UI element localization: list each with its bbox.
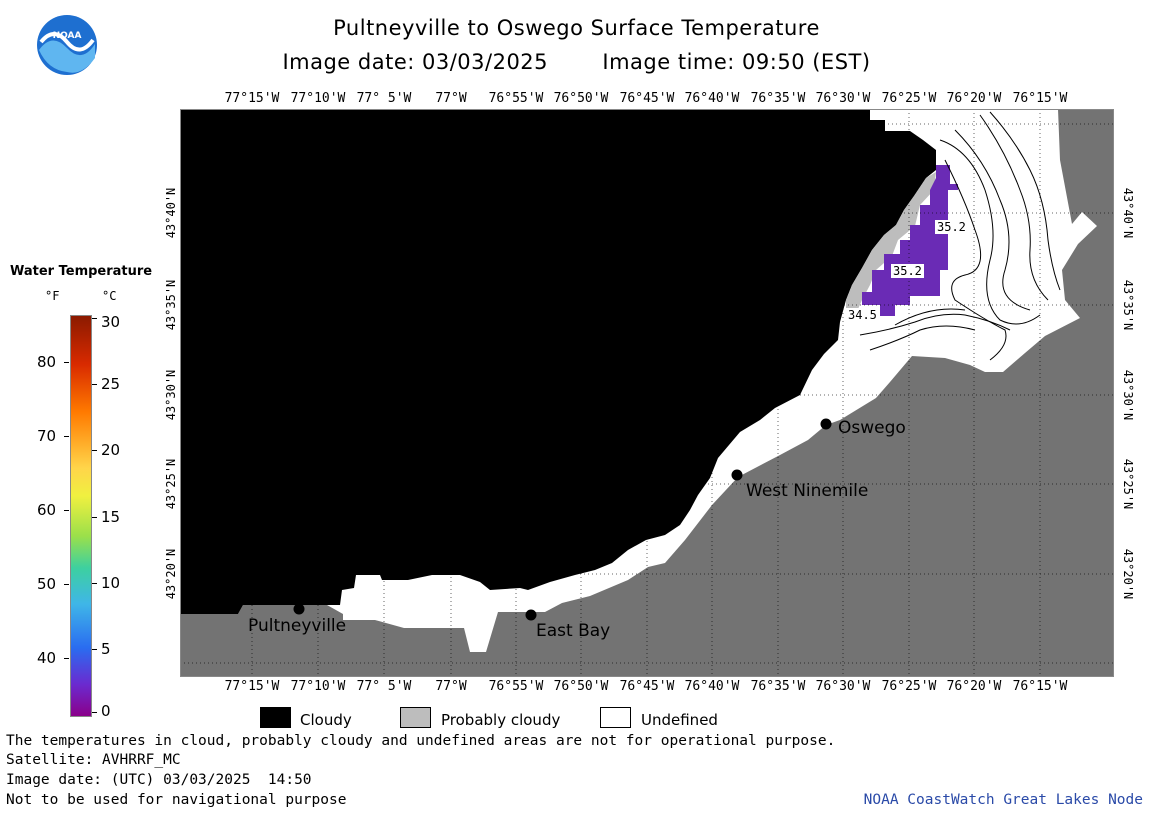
tick-mark — [64, 362, 69, 363]
credit-text: NOAA CoastWatch Great Lakes Node — [863, 792, 1143, 808]
lat-label-left: 43°35'N — [164, 279, 178, 331]
lon-label-top: 76°25'W — [881, 91, 937, 106]
place-label-east-bay: East Bay — [536, 621, 611, 641]
warm-water-area — [862, 165, 958, 316]
fahrenheit-tick: 70 — [37, 427, 57, 445]
lat-label-left: 43°20'N — [164, 548, 178, 600]
place-label-oswego: Oswego — [838, 418, 906, 438]
satellite-text: Satellite: AVHRRF_MC — [6, 752, 181, 768]
lon-label-bottom: 76°45'W — [619, 679, 675, 694]
place-marker-west-ninemile — [731, 469, 743, 481]
celsius-tick: 5 — [101, 640, 111, 658]
cloudy-swatch — [260, 707, 291, 728]
celsius-tick: 10 — [101, 574, 121, 592]
lat-label-right: 43°20'N — [1121, 548, 1135, 600]
cloud-area — [180, 109, 936, 614]
lon-label-bottom: 76°50'W — [553, 679, 609, 694]
celsius-tick: 15 — [101, 508, 121, 526]
fahrenheit-tick: 50 — [37, 575, 57, 593]
tick-mark — [64, 658, 69, 659]
tick-mark — [64, 510, 69, 511]
lon-label-bottom: 77°10'W — [290, 679, 346, 694]
graticule — [180, 109, 1114, 677]
lat-label-right: 43°25'N — [1121, 458, 1135, 510]
temperature-label: 35.2 — [935, 220, 968, 234]
lon-label-bottom: 77° 5'W — [356, 679, 412, 694]
place-marker-oswego — [820, 418, 832, 430]
unit-fahrenheit: °F — [45, 289, 60, 303]
place-marker-east-bay — [525, 609, 537, 621]
lon-label-top: 76°40'W — [684, 91, 740, 106]
temperature-label: 34.5 — [846, 308, 879, 322]
lon-label-top: 77° 5'W — [356, 91, 412, 106]
disclaimer-text: The temperatures in cloud, probably clou… — [6, 733, 836, 749]
temperature-map — [180, 109, 1114, 677]
lat-label-left: 43°40'N — [164, 187, 178, 239]
celsius-tick: 20 — [101, 441, 121, 459]
lon-label-top: 76°30'W — [815, 91, 871, 106]
depth-contours — [859, 111, 1061, 361]
tick-mark — [92, 450, 97, 451]
unit-celsius: °C — [102, 289, 117, 303]
lon-label-top: 76°20'W — [946, 91, 1002, 106]
tick-mark — [92, 318, 97, 319]
place-label-west-ninemile: West Ninemile — [746, 481, 869, 501]
lon-label-bottom: 76°25'W — [881, 679, 937, 694]
celsius-tick: 0 — [101, 702, 111, 720]
tick-mark — [64, 436, 69, 437]
map-title: Pultneyville to Oswego Surface Temperatu… — [333, 16, 820, 40]
tick-mark — [92, 583, 97, 584]
probably-cloudy-area — [846, 172, 936, 316]
image-date-time: Image date: 03/03/2025 Image time: 09:50… — [0, 50, 1153, 74]
lon-label-top: 77°15'W — [224, 91, 280, 106]
land-area — [180, 109, 1114, 677]
lon-label-bottom: 76°30'W — [815, 679, 871, 694]
image-time-label: Image time: 09:50 (EST) — [602, 50, 871, 74]
lon-label-bottom: 77°W — [435, 679, 467, 694]
lon-label-bottom: 77°15'W — [224, 679, 280, 694]
tick-mark — [64, 584, 69, 585]
lat-label-left: 43°25'N — [164, 458, 178, 510]
place-label-pultneyville: Pultneyville — [248, 616, 347, 636]
temperature-label: 35.2 — [891, 264, 924, 278]
celsius-tick: 30 — [101, 313, 121, 331]
logo-text: NOAA — [53, 31, 82, 41]
lon-label-top: 76°15'W — [1012, 91, 1068, 106]
noaa-logo-icon: NOAA — [37, 15, 97, 75]
fahrenheit-tick: 40 — [37, 649, 57, 667]
lon-label-bottom: 76°40'W — [684, 679, 740, 694]
tick-mark — [92, 649, 97, 650]
probably-cloudy-label: Probably cloudy — [441, 711, 561, 729]
lat-label-left: 43°30'N — [164, 369, 178, 421]
lon-label-top: 76°45'W — [619, 91, 675, 106]
temperature-colorbar — [70, 315, 92, 717]
cloudy-label: Cloudy — [300, 711, 352, 729]
lat-label-right: 43°30'N — [1121, 369, 1135, 421]
legend-title: Water Temperature — [10, 264, 153, 279]
lon-label-top: 76°35'W — [750, 91, 806, 106]
lon-label-top: 76°55'W — [488, 91, 544, 106]
undefined-swatch — [600, 707, 631, 728]
lon-label-top: 76°50'W — [553, 91, 609, 106]
lon-label-bottom: 76°15'W — [1012, 679, 1068, 694]
probably-cloudy-swatch — [400, 707, 431, 728]
tick-mark — [92, 384, 97, 385]
fahrenheit-tick: 60 — [37, 501, 57, 519]
image-date-label: Image date: 03/03/2025 — [282, 50, 549, 74]
lon-label-bottom: 76°35'W — [750, 679, 806, 694]
tick-mark — [92, 517, 97, 518]
tick-mark — [92, 712, 97, 713]
place-marker-pultneyville — [293, 603, 305, 615]
celsius-tick: 25 — [101, 375, 121, 393]
lat-label-right: 43°35'N — [1121, 279, 1135, 331]
fahrenheit-tick: 80 — [37, 353, 57, 371]
lon-label-top: 77°10'W — [290, 91, 346, 106]
navigation-warning-text: Not to be used for navigational purpose — [6, 792, 347, 808]
undefined-label: Undefined — [641, 711, 718, 729]
image-date-utc-text: Image date: (UTC) 03/03/2025 14:50 — [6, 772, 312, 788]
lat-label-right: 43°40'N — [1121, 187, 1135, 239]
lon-label-top: 77°W — [435, 91, 467, 106]
lon-label-bottom: 76°55'W — [488, 679, 544, 694]
lon-label-bottom: 76°20'W — [946, 679, 1002, 694]
